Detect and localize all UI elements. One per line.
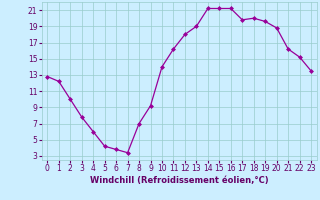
X-axis label: Windchill (Refroidissement éolien,°C): Windchill (Refroidissement éolien,°C) [90, 176, 268, 185]
